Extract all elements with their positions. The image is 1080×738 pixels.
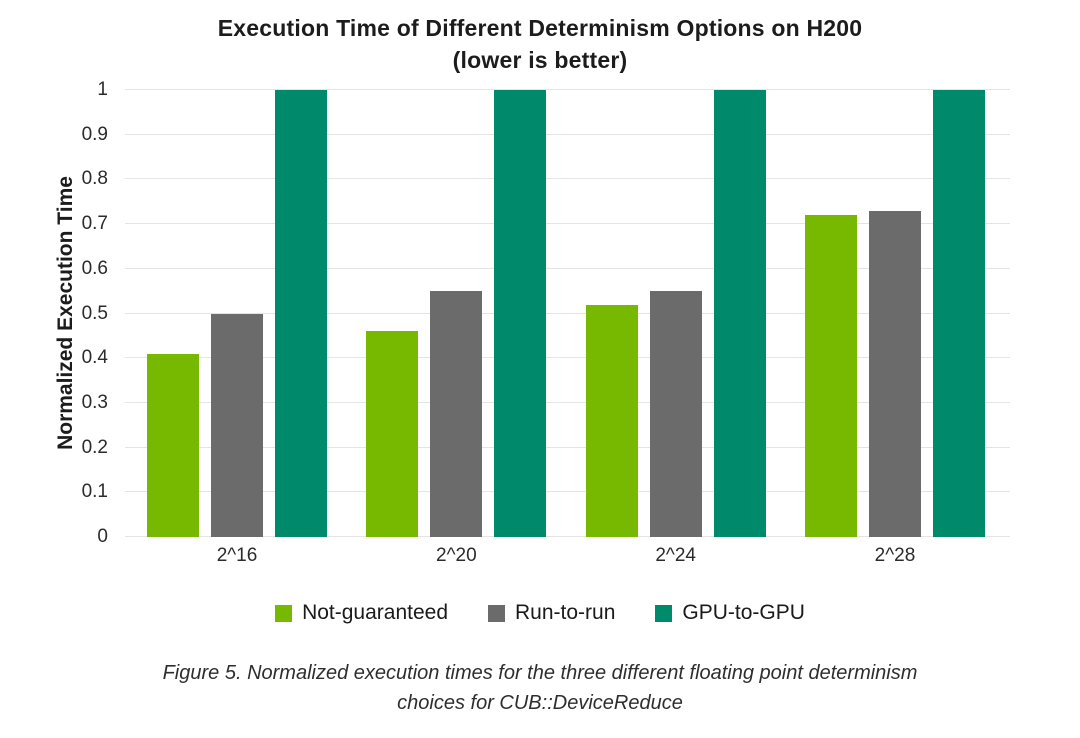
legend-swatch-icon (488, 604, 506, 622)
gridline-0 (125, 536, 1010, 537)
y-tick-label-1: 1 (97, 79, 108, 100)
gridline-0.3 (125, 401, 1010, 403)
gridline-0.1 (125, 491, 1010, 493)
legend-label: Run-to-run (515, 601, 616, 624)
gridline-0.9 (125, 133, 1010, 135)
bar-Run-to-run-2^16 (211, 313, 263, 537)
figure-caption-line1: Figure 5. Normalized execution times for… (162, 662, 918, 684)
bar-group-2^24 (585, 90, 766, 537)
bar-GPU-to-GPU-2^16 (275, 90, 327, 537)
bar-GPU-to-GPU-2^24 (713, 90, 766, 537)
bar-Not-guaranteed-2^20 (366, 331, 419, 537)
gridline-0.7 (125, 223, 1010, 225)
legend-label: Not-guaranteed (302, 601, 449, 624)
chart-legend: Not-guaranteed Run-to-run GPU-to-GPU (0, 601, 1080, 625)
bar-GPU-to-GPU-2^28 (932, 90, 985, 537)
chart-title: Execution Time of Different Determinism … (0, 12, 1080, 76)
y-tick-label-0.3: 0.3 (81, 391, 108, 413)
legend-item-Not-guaranteed: Not-guaranteed (275, 601, 448, 625)
y-tick-label-0.1: 0.1 (81, 481, 108, 503)
plot-area (125, 89, 1010, 537)
bar-group-2^20 (366, 90, 547, 537)
y-tick-label-0.5: 0.5 (81, 302, 108, 324)
y-tick-label-0.8: 0.8 (81, 168, 108, 190)
bar-Run-to-run-2^28 (868, 210, 921, 537)
gridline-0.6 (125, 267, 1010, 269)
x-tick-label-2^24: 2^24 (655, 545, 696, 566)
x-tick-label-2^16: 2^16 (216, 545, 258, 566)
legend-label: GPU-to-GPU (682, 601, 805, 624)
y-tick-label-0.7: 0.7 (81, 213, 108, 235)
y-tick-label-0.2: 0.2 (81, 436, 108, 458)
legend-item-GPU-to-GPU: GPU-to-GPU (655, 601, 805, 625)
y-tick-label-0.6: 0.6 (81, 257, 108, 279)
bar-Run-to-run-2^24 (649, 291, 702, 537)
legend-swatch-icon (275, 604, 293, 622)
figure-caption-line2: choices for CUB::DeviceReduce (397, 692, 683, 714)
gridline-0.8 (125, 178, 1010, 180)
y-tick-label-0.9: 0.9 (81, 123, 108, 145)
bar-group-2^28 (804, 90, 985, 537)
x-tick-label-2^20: 2^20 (436, 545, 477, 566)
gridline-0.2 (125, 446, 1010, 448)
bar-groups (125, 90, 1010, 537)
gridline-1 (125, 89, 1010, 90)
chart-title-line2: (lower is better) (452, 47, 628, 73)
gridline-0.5 (125, 312, 1010, 314)
legend-item-Run-to-run: Run-to-run (488, 601, 615, 625)
legend-swatch-icon (655, 604, 673, 622)
bar-Not-guaranteed-2^24 (585, 304, 638, 537)
bar-Not-guaranteed-2^16 (147, 353, 199, 537)
bar-Not-guaranteed-2^28 (804, 215, 857, 537)
chart-title-line1: Execution Time of Different Determinism … (217, 15, 863, 41)
y-tick-label-0.4: 0.4 (81, 347, 108, 369)
x-axis-labels: 2^16 2^20 2^24 2^28 (125, 545, 1010, 567)
bar-group-2^16 (147, 90, 327, 537)
bar-Run-to-run-2^20 (430, 291, 483, 537)
x-tick-label-2^28: 2^28 (874, 545, 916, 566)
figure-caption: Figure 5. Normalized execution times for… (0, 658, 1080, 718)
gridline-0.4 (125, 357, 1010, 359)
bar-GPU-to-GPU-2^20 (494, 90, 547, 537)
y-axis-ticks: 0 0.1 0.2 0.3 0.4 0.5 0.6 0.7 0.8 0.9 1 (50, 79, 108, 547)
y-tick-label-0: 0 (97, 526, 108, 547)
